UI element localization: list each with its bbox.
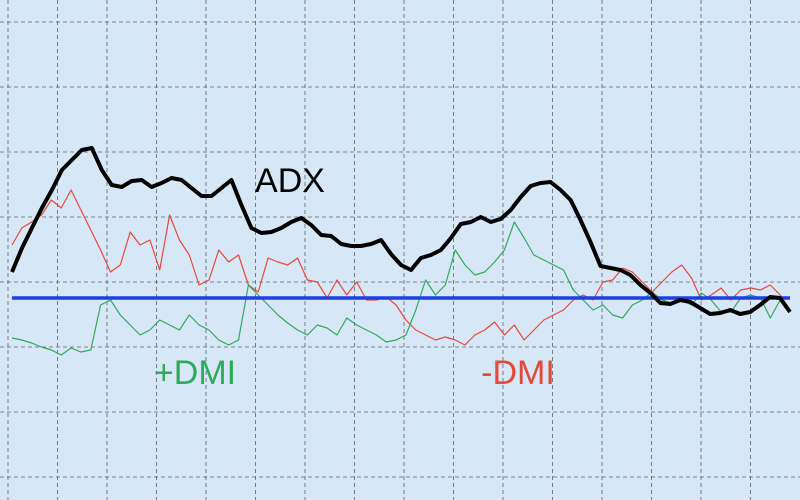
plot-area [10, 146, 792, 356]
adx-label: ADX [255, 162, 325, 200]
plus-dmi-label: +DMI [154, 354, 236, 392]
series-line [10, 146, 792, 316]
minus-dmi-label: -DMI [481, 354, 555, 392]
series-line [11, 189, 791, 346]
